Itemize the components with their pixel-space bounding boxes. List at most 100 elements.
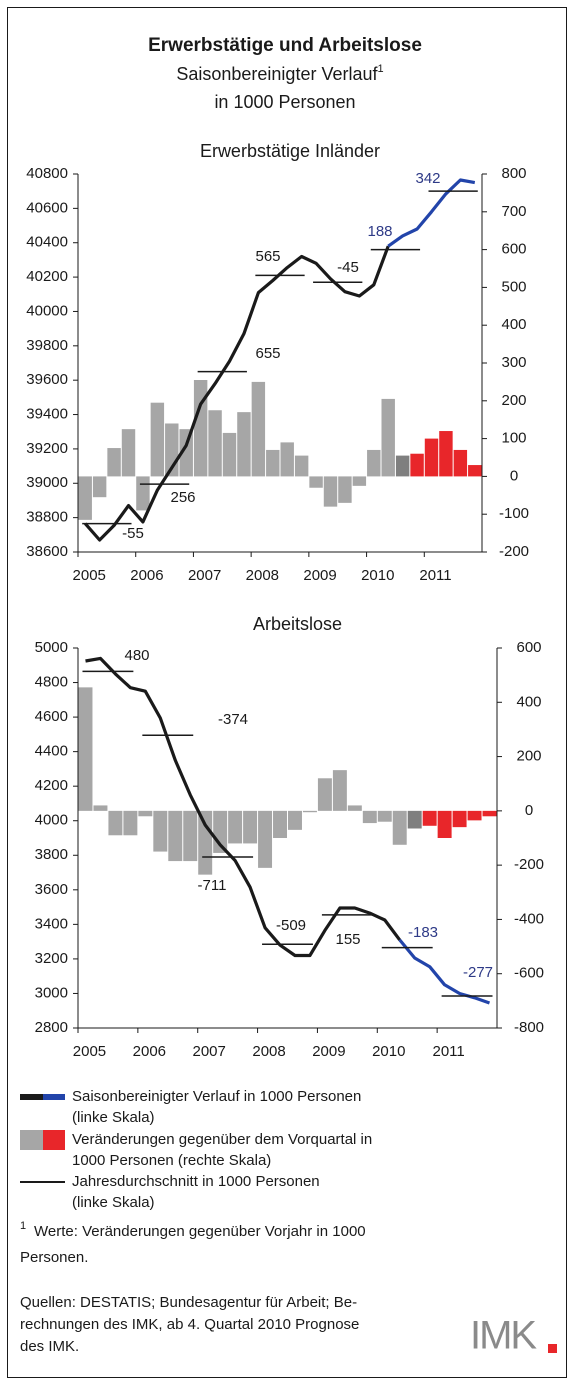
logo: IMK [470,1314,537,1358]
bar [193,380,208,477]
bar [452,810,467,828]
y-tick-label: 39200 [26,440,68,457]
x-tick-label: 2006 [133,1043,166,1060]
x-tick-label: 2011 [432,1043,464,1060]
y-tick-label: 40600 [26,199,68,216]
legend-text: Jahresdurchschnitt in 1000 Personen [72,1173,320,1190]
bar [123,810,138,836]
annual-change-label: -509 [276,917,306,934]
x-tick-label: 2008 [252,1043,285,1060]
bar [367,449,381,477]
annual-change-label: -374 [218,711,248,728]
bar [381,398,395,477]
x-tick-label: 2011 [419,567,451,584]
bar [92,476,107,498]
y-tick-label: 4200 [35,777,68,794]
bar [237,412,251,477]
bar [410,453,424,477]
bar [93,805,108,811]
bar [121,429,136,477]
bar [251,381,266,477]
legend-text: (linke Skala) [72,1109,155,1126]
bar [437,810,452,838]
line [83,245,390,542]
y-tick-label: 5000 [35,639,68,656]
x-tick-label: 2008 [246,567,279,584]
x-tick-label: 2006 [130,567,163,584]
y2-tick-label: 300 [501,354,526,371]
x-tick-label: 2007 [193,1043,226,1060]
legend-swatch [43,1094,65,1100]
bar [332,770,347,811]
footnote-mark: 1 [20,1220,26,1232]
bar [153,810,168,852]
y2-tick-label: 100 [501,430,526,447]
bar [309,476,323,488]
y2-tick-label: 0 [525,802,533,819]
bar [266,449,280,477]
y-tick-label: 39000 [26,474,68,491]
y2-tick-label: 200 [501,392,526,409]
bar [198,810,213,875]
annual-change-label: 480 [124,647,149,664]
y2-tick-label: -200 [514,856,544,873]
line [387,178,476,248]
y2-tick-label: 700 [501,203,526,220]
y2-tick-label: -800 [514,1019,544,1036]
bar [294,455,309,477]
title: Erwerbstätige und Arbeitslose [148,35,422,56]
bar [108,810,123,836]
bar [392,810,407,845]
bar [179,429,193,477]
legend-text: 1000 Personen (rechte Skala) [72,1152,271,1169]
bar [136,476,150,511]
x-tick-label: 2010 [372,1043,405,1060]
bar [352,476,367,486]
bar [243,810,258,844]
bar [168,810,183,862]
bar [347,805,362,811]
bar [467,810,482,821]
subtitle-sup: 1 [378,63,384,75]
y-tick-label: 39800 [26,337,68,354]
annual-change-label: -45 [337,259,359,276]
y2-tick-label: -600 [514,965,544,982]
chart-title: Arbeitslose [253,614,342,634]
y-tick-label: 40800 [26,165,68,182]
y2-tick-label: 500 [501,278,526,295]
y2-tick-label: -100 [499,505,529,522]
footnote: Werte: Veränderungen gegenüber Vorjahr i… [34,1223,366,1240]
y2-tick-label: 0 [510,467,518,484]
bar [273,810,287,838]
chart-title: Erwerbstätige Inländer [200,141,380,161]
bar [280,442,294,477]
y-tick-label: 40000 [26,302,68,319]
y-tick-label: 38800 [26,509,68,526]
annual-change-label: -183 [408,924,438,941]
bar [338,476,352,503]
legend-text: (linke Skala) [72,1194,155,1211]
bar [407,810,422,829]
y-tick-label: 39600 [26,371,68,388]
frame [7,7,567,1378]
annual-change-label: -711 [198,877,227,894]
y2-tick-label: 400 [516,693,541,710]
y2-tick-label: 600 [501,241,526,258]
y-tick-label: 40400 [26,234,68,251]
bar [228,810,243,844]
bar [439,431,453,477]
x-tick-label: 2007 [188,567,221,584]
x-tick-label: 2005 [73,567,106,584]
annual-change-label: -55 [122,525,144,542]
y-tick-label: 38600 [26,543,68,560]
source: des IMK. [20,1338,79,1355]
legend-text: Saisonbereinigter Verlauf in 1000 Person… [72,1088,361,1105]
y2-tick-label: -200 [499,543,529,560]
bar [317,778,332,811]
bar [362,810,377,824]
bar [183,810,198,862]
bar [468,465,482,477]
bar [150,402,165,477]
y-tick-label: 4800 [35,674,68,691]
bar [323,476,338,507]
